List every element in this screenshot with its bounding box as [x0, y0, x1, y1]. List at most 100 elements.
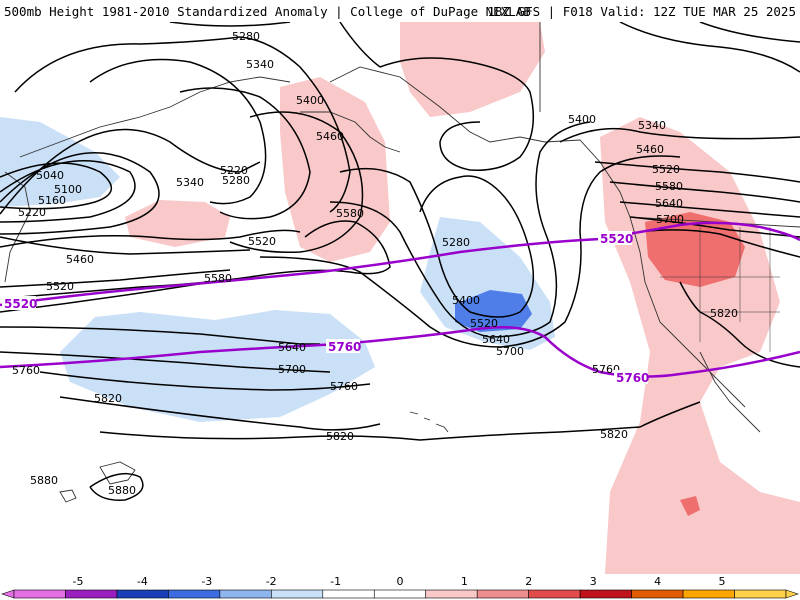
alaska-peninsula	[300, 111, 401, 153]
contour-label: 5340	[638, 119, 666, 132]
highlight-5760	[0, 325, 800, 378]
contour-label: 5520	[248, 235, 276, 248]
contour-5820-low	[59, 396, 381, 431]
contour-5340-n	[89, 58, 267, 205]
contour-label: 5400	[452, 294, 480, 307]
contour-label: 5520	[46, 280, 74, 293]
contour-label: 5460	[66, 253, 94, 266]
contour-label: 5640	[278, 341, 306, 354]
contour-5280-n	[14, 36, 351, 213]
contour-trough-4	[259, 155, 681, 348]
contour-trough-3	[329, 121, 591, 338]
highlight-label-5520: 5520	[600, 232, 633, 246]
contour-label: 5760	[330, 380, 358, 393]
colorbar-segment	[65, 589, 118, 599]
colorbar-segment	[271, 589, 324, 599]
colorbar-arrow-left	[1, 589, 15, 599]
siberia-coast	[19, 76, 291, 158]
contour-label: 5820	[710, 307, 738, 320]
contour-label: 5280	[232, 30, 260, 43]
colorbar-segment	[322, 589, 375, 599]
hawaii	[409, 411, 449, 433]
colorbar-tick-label: -4	[137, 575, 148, 588]
colorbar-segment	[579, 589, 632, 599]
contour-label: 5880	[30, 474, 58, 487]
colorbar-tick-label: 1	[461, 575, 468, 588]
contour-label: 5760	[12, 364, 40, 377]
contour-label: 5760	[592, 363, 620, 376]
colorbar-tick-label: -1	[330, 575, 341, 588]
colorbar-segment	[116, 589, 169, 599]
highlight-contours	[0, 221, 800, 378]
model-run-info: 18Z GFS | F018 Valid: 12Z TUE MAR 25 202…	[487, 4, 796, 19]
contour-label: 5400	[296, 94, 324, 107]
contour-label: 5160	[38, 194, 66, 207]
contour-5640-low	[0, 326, 320, 345]
contour-upper-left	[339, 22, 381, 68]
contour-label: 5580	[336, 207, 364, 220]
colorbar-segment	[631, 589, 684, 599]
alaska-coast	[329, 22, 631, 218]
contour-label: 5280	[222, 174, 250, 187]
colorbar-ticks: -5 -4 -3 -2 -1 0 1 2 3 4 5	[73, 575, 726, 588]
contour-upper-right-2	[699, 22, 800, 43]
colorbar-segment	[373, 589, 427, 599]
highlight-label-5760: 5760	[616, 371, 649, 385]
contour-label: 5340	[246, 58, 274, 71]
colorbar-tick-label: -5	[73, 575, 84, 588]
contour-trough-1	[379, 57, 535, 171]
baja-coast	[699, 351, 761, 433]
contour-label: 5820	[600, 428, 628, 441]
contour-label: 5700	[496, 345, 524, 358]
contour-label: 5640	[655, 197, 683, 210]
positive-anomaly-alaska	[400, 22, 545, 117]
contour-label: 5700	[656, 213, 684, 226]
contour-5580-mid	[19, 220, 391, 298]
highlight-label-5760: 5760	[328, 340, 361, 354]
contour-east-5520	[609, 181, 800, 203]
colorbar-tick-label: 0	[397, 575, 404, 588]
contour-label: 5580	[655, 180, 683, 193]
colorbar-segment	[476, 589, 529, 599]
contour-label: 5460	[636, 143, 664, 156]
contour-upper-left-2	[169, 22, 291, 27]
colorbar-segment	[734, 589, 787, 599]
contour-east-5580	[619, 201, 800, 218]
contour-label: 5280	[442, 236, 470, 249]
contour-label: 5520	[652, 163, 680, 176]
islands-sw	[59, 461, 136, 503]
contour-label: 5880	[108, 484, 136, 497]
colorbar-tick-label: -3	[201, 575, 212, 588]
contour-5460-w	[0, 236, 251, 255]
highlight-labels: 5520 5520 5760 5760	[2, 231, 649, 385]
colorbar-tick-label: 2	[525, 575, 532, 588]
height-contours	[0, 22, 800, 501]
contour-label: 5520	[470, 317, 498, 330]
contour-5220-w	[0, 128, 261, 215]
colorbar-tick-label: 4	[654, 575, 661, 588]
contour-label: 5040	[36, 169, 64, 182]
contour-5880	[89, 472, 144, 501]
colorbar-segment	[13, 589, 66, 599]
contour-5520-w	[0, 229, 301, 248]
contour-5820-south	[99, 401, 701, 441]
highlight-5520	[0, 221, 800, 307]
contour-label: 5220	[18, 206, 46, 219]
colorbar-segments	[1, 589, 799, 599]
colorbar-tick-label: -2	[266, 575, 277, 588]
contour-label: 5220	[220, 164, 248, 177]
colorbar-tick-label: 5	[719, 575, 726, 588]
header-bar: 500mb Height 1981-2010 Standardized Anom…	[0, 0, 800, 22]
contour-label: 5580	[204, 272, 232, 285]
colorbar-segment	[528, 589, 581, 599]
state-lines	[660, 227, 780, 352]
colorbar-tick-label: 3	[590, 575, 597, 588]
contour-5520-low	[0, 269, 231, 288]
anomaly-map: 5280 5340 5400 5460 5220 5280 5340 5040 …	[0, 22, 800, 574]
contour-label: 5640	[482, 333, 510, 346]
negative-anomaly-core	[455, 290, 532, 332]
contour-5460-n	[229, 111, 364, 254]
contour-5760-low	[39, 371, 371, 391]
negative-anomaly-pacific	[60, 310, 375, 422]
colorbar-segment	[425, 589, 478, 599]
